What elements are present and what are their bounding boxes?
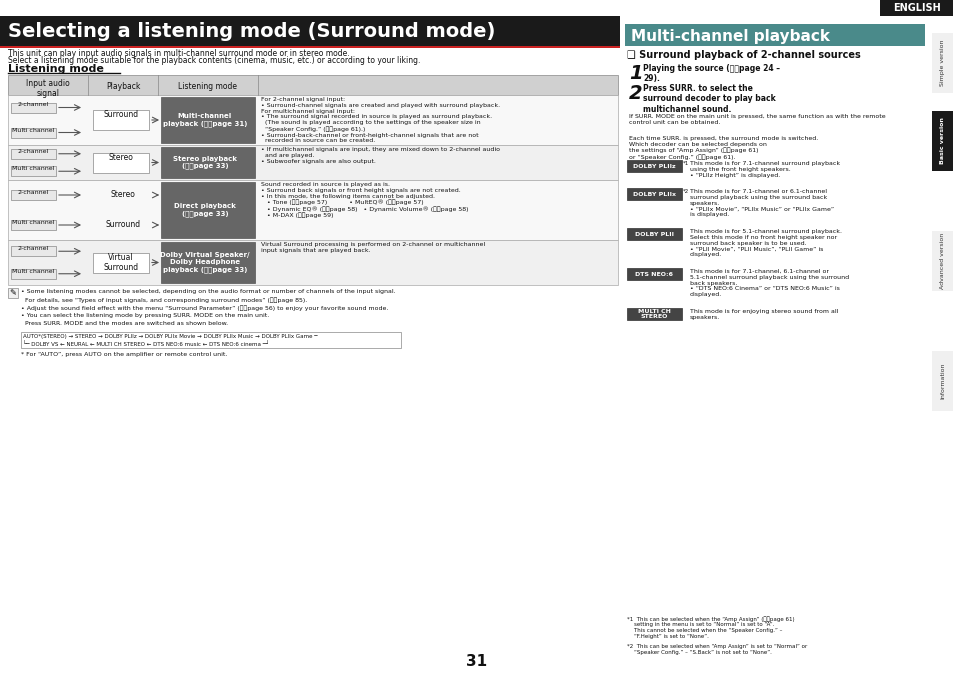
Text: Information: Information — [940, 363, 944, 399]
Bar — [0, 16, 619, 46]
Text: This mode is for enjoying stereo sound from all
speakers.: This mode is for enjoying stereo sound f… — [689, 309, 838, 320]
Text: Multi channel: Multi channel — [12, 166, 54, 171]
Text: DTS NEO:6: DTS NEO:6 — [635, 272, 673, 276]
Bar — [8, 288, 18, 298]
Text: Press SURR. to select the
surround decoder to play back
multichannel sound.: Press SURR. to select the surround decod… — [642, 84, 775, 114]
Text: Input audio
signal: Input audio signal — [26, 79, 70, 98]
Bar — [626, 160, 681, 172]
Text: MULTI CH
STEREO: MULTI CH STEREO — [638, 308, 670, 319]
Text: DOLBY PLIIx: DOLBY PLIIx — [633, 191, 676, 197]
Text: Basic version: Basic version — [940, 118, 944, 164]
Text: This unit can play input audio signals in multi-channel surround mode or in ster: This unit can play input audio signals i… — [8, 49, 349, 58]
Text: ❑ Surround playback of 2-channel sources: ❑ Surround playback of 2-channel sources — [626, 50, 860, 60]
Bar — [626, 188, 681, 200]
Text: Multi-channel
playback (⭘⭘page 31): Multi-channel playback (⭘⭘page 31) — [163, 113, 247, 127]
Text: For 2-channel signal input:
• Surround-channel signals are created and played wi: For 2-channel signal input: • Surround-c… — [261, 97, 499, 143]
Text: • Adjust the sound field effect with the menu “Surround Parameter” (⭘⭘page 56) t: • Adjust the sound field effect with the… — [21, 305, 388, 311]
Text: • You can select the listening mode by pressing SURR. MODE on the main unit.: • You can select the listening mode by p… — [21, 313, 269, 318]
Text: Virtual Surround processing is performed on 2-channel or multichannel
input sign: Virtual Surround processing is performed… — [261, 242, 485, 253]
Text: For details, see “Types of input signals, and corresponding surround modes” (⭘⭘p: For details, see “Types of input signals… — [21, 297, 307, 302]
Text: *1  This can be selected when the “Amp Assign” (⭘⭘page 61)
    setting in the me: *1 This can be selected when the “Amp As… — [626, 616, 794, 639]
Bar — [8, 145, 618, 180]
Bar — [8, 95, 618, 145]
Bar — [626, 268, 681, 280]
Bar — [11, 190, 56, 200]
Bar — [11, 103, 56, 112]
Bar — [931, 231, 953, 291]
Text: DOLBY PLIIz: DOLBY PLIIz — [633, 163, 675, 168]
Text: Playback: Playback — [106, 82, 140, 91]
Text: Multi channel: Multi channel — [12, 220, 54, 225]
Text: Multi channel: Multi channel — [12, 269, 54, 274]
Text: Dolby Virtual Speaker/
Dolby Headphone
playback (⭘⭘page 33): Dolby Virtual Speaker/ Dolby Headphone p… — [160, 252, 250, 273]
Text: 31: 31 — [466, 654, 487, 669]
Text: Stereo: Stereo — [111, 190, 135, 199]
Text: Surround: Surround — [103, 110, 138, 119]
Text: This mode is for 7.1-channel, 6.1-channel or
5.1-channel surround playback using: This mode is for 7.1-channel, 6.1-channe… — [689, 269, 848, 297]
Text: 2-channel: 2-channel — [18, 247, 49, 251]
Text: Press SURR. MODE and the modes are switched as shown below.: Press SURR. MODE and the modes are switc… — [21, 321, 228, 326]
Text: └─ DOLBY VS ← NEURAL ← MULTI CH STEREO ← DTS NEO:6 music ← DTS NEO:6 cinema ─┘: └─ DOLBY VS ← NEURAL ← MULTI CH STEREO ←… — [23, 341, 269, 347]
Bar — [161, 242, 254, 283]
Bar — [92, 110, 149, 130]
Text: Each time SURR. is pressed, the surround mode is switched.
Which decoder can be : Each time SURR. is pressed, the surround… — [628, 136, 818, 160]
Text: Listening mode: Listening mode — [178, 82, 237, 91]
Bar — [11, 247, 56, 256]
Bar — [11, 148, 56, 159]
Bar — [626, 308, 681, 320]
Text: This mode is for 7.1-channel surround playback
using the front height speakers.
: This mode is for 7.1-channel surround pl… — [689, 161, 840, 178]
Text: 2-channel: 2-channel — [18, 190, 49, 195]
Bar — [21, 332, 400, 348]
Text: • If multichannel signals are input, they are mixed down to 2-channel audio
  an: • If multichannel signals are input, the… — [261, 147, 499, 163]
Text: DOLBY PLII: DOLBY PLII — [635, 232, 673, 236]
Bar — [931, 351, 953, 411]
Bar — [11, 220, 56, 230]
Text: Multi channel: Multi channel — [12, 127, 54, 133]
Text: This mode is for 5.1-channel surround playback.
Select this mode if no front hei: This mode is for 5.1-channel surround pl… — [689, 229, 841, 257]
Bar — [626, 228, 681, 240]
Bar — [8, 180, 618, 240]
Bar — [11, 166, 56, 176]
Text: Virtual
Surround: Virtual Surround — [103, 253, 138, 272]
Text: Stereo playback
(⭘⭘page 33): Stereo playback (⭘⭘page 33) — [172, 156, 236, 170]
Text: *2  This can be selected when “Amp Assign” is set to “Normal” or
    “Speaker Co: *2 This can be selected when “Amp Assign… — [626, 644, 806, 655]
Text: 2: 2 — [628, 84, 642, 103]
Bar — [161, 97, 254, 143]
Text: Multi-channel playback: Multi-channel playback — [630, 29, 829, 44]
Text: Sound recorded in source is played as is.
• Surround back signals or front heigh: Sound recorded in source is played as is… — [261, 182, 468, 218]
Text: ✎: ✎ — [10, 288, 16, 297]
Text: 1: 1 — [628, 64, 642, 83]
Text: *2: *2 — [682, 189, 688, 194]
Text: 2-channel: 2-channel — [18, 103, 49, 108]
Text: Selecting a listening mode (Surround mode): Selecting a listening mode (Surround mod… — [8, 22, 495, 41]
Bar — [8, 240, 618, 285]
Text: Advanced version: Advanced version — [940, 233, 944, 289]
Text: Listening mode: Listening mode — [8, 64, 104, 74]
Text: This mode is for 7.1-channel or 6.1-channel
surround playback using the surround: This mode is for 7.1-channel or 6.1-chan… — [689, 189, 833, 217]
Text: Simple version: Simple version — [940, 39, 944, 86]
Bar — [8, 75, 618, 95]
Bar — [161, 147, 254, 178]
Text: If SURR. MODE on the main unit is pressed, the same function as with the remote
: If SURR. MODE on the main unit is presse… — [628, 114, 884, 125]
Bar — [11, 127, 56, 138]
Bar — [92, 153, 149, 172]
Bar — [879, 0, 953, 16]
Text: AUTO*(STEREO) → STEREO → DOLBY PLIIz → DOLBY PLIIx Movie → DOLBY PLIIx Music → D: AUTO*(STEREO) → STEREO → DOLBY PLIIz → D… — [23, 334, 317, 339]
Text: • Some listening modes cannot be selected, depending on the audio format or numb: • Some listening modes cannot be selecte… — [21, 289, 395, 294]
Text: Direct playback
(⭘⭘page 33): Direct playback (⭘⭘page 33) — [173, 203, 235, 217]
Text: Playing the source (⭘⭘page 24 –
29).: Playing the source (⭘⭘page 24 – 29). — [642, 64, 780, 83]
Text: Select a listening mode suitable for the playback contents (cinema, music, etc.): Select a listening mode suitable for the… — [8, 56, 420, 65]
Text: * For “AUTO”, press AUTO on the amplifier or remote control unit.: * For “AUTO”, press AUTO on the amplifie… — [21, 352, 227, 357]
Bar — [161, 182, 254, 238]
Text: Surround: Surround — [106, 220, 140, 229]
Bar — [931, 33, 953, 93]
Text: Stereo: Stereo — [109, 153, 133, 161]
Bar — [92, 253, 149, 272]
Text: *1: *1 — [682, 161, 688, 166]
Bar — [624, 24, 924, 46]
Bar — [0, 46, 619, 48]
Text: ENGLISH: ENGLISH — [892, 3, 940, 13]
Bar — [931, 111, 953, 171]
Bar — [11, 269, 56, 279]
Text: 2-channel: 2-channel — [18, 148, 49, 154]
